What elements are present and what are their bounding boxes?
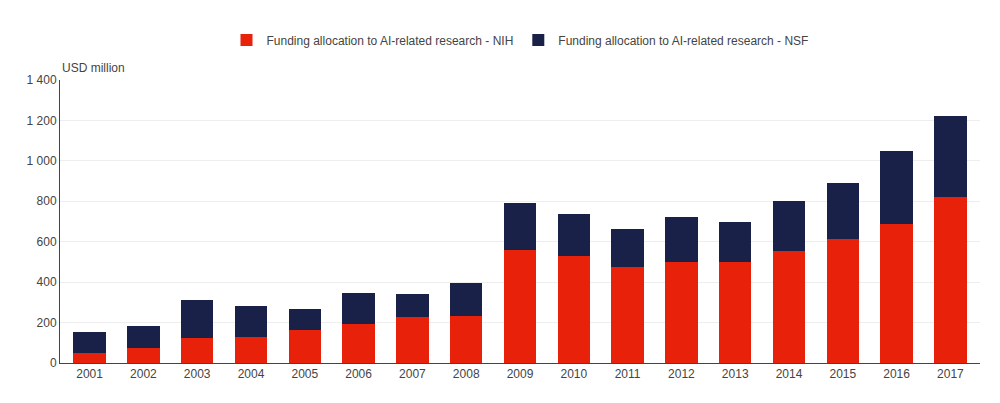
svg-text:1 200: 1 200: [27, 114, 57, 128]
svg-text:1 400: 1 400: [27, 73, 57, 87]
svg-text:800: 800: [37, 194, 57, 208]
svg-text:2006: 2006: [345, 367, 372, 381]
svg-text:600: 600: [37, 235, 57, 249]
svg-text:2016: 2016: [883, 367, 910, 381]
svg-text:400: 400: [37, 275, 57, 289]
svg-text:2015: 2015: [829, 367, 856, 381]
svg-text:2014: 2014: [776, 367, 803, 381]
svg-text:Funding allocation to AI-relat: Funding allocation to AI-related researc…: [558, 34, 808, 48]
svg-text:Funding allocation to AI-relat: Funding allocation to AI-related researc…: [267, 34, 514, 48]
svg-text:2013: 2013: [722, 367, 749, 381]
svg-text:2004: 2004: [238, 367, 265, 381]
svg-text:0: 0: [50, 356, 57, 370]
svg-text:2001: 2001: [76, 367, 103, 381]
svg-text:2003: 2003: [184, 367, 211, 381]
svg-text:2011: 2011: [615, 367, 641, 381]
svg-text:2005: 2005: [291, 367, 318, 381]
svg-text:USD million: USD million: [62, 61, 125, 75]
svg-text:2012: 2012: [668, 367, 695, 381]
svg-text:1 000: 1 000: [27, 154, 57, 168]
svg-text:2009: 2009: [507, 367, 534, 381]
svg-text:2002: 2002: [130, 367, 157, 381]
svg-text:200: 200: [37, 316, 57, 330]
svg-text:2010: 2010: [560, 367, 587, 381]
svg-text:2017: 2017: [937, 367, 964, 381]
svg-text:2007: 2007: [399, 367, 426, 381]
svg-text:2008: 2008: [453, 367, 480, 381]
